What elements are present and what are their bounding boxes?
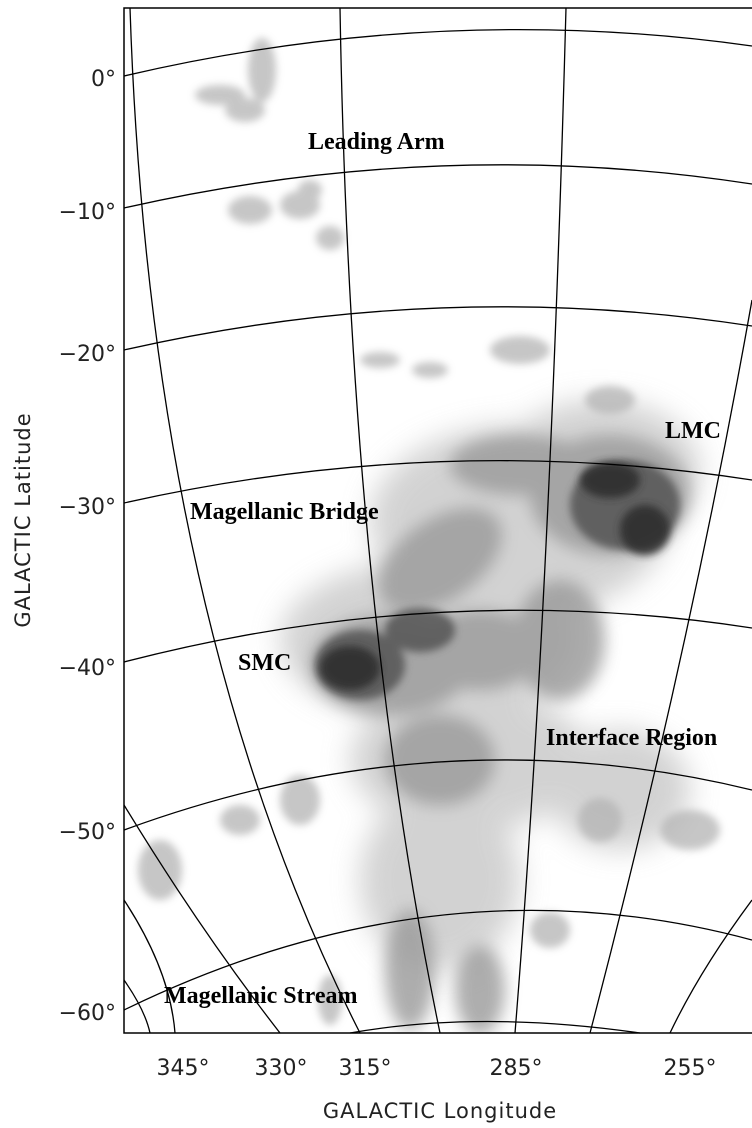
hi-emission <box>138 38 720 1033</box>
label-interface-region: Interface Region <box>546 725 717 751</box>
label-magellanic-bridge: Magellanic Bridge <box>190 499 379 525</box>
y-tick: −50° <box>59 820 116 845</box>
y-tick: −40° <box>59 656 116 681</box>
y-axis-title: GALACTIC Latitude <box>11 412 35 627</box>
x-tick: 315° <box>339 1056 392 1081</box>
y-tick: −10° <box>59 200 116 225</box>
label-magellanic-stream: Magellanic Stream <box>164 983 358 1009</box>
y-tick: −60° <box>59 1001 116 1026</box>
x-tick: 345° <box>157 1056 210 1081</box>
y-tick: −30° <box>59 495 116 520</box>
label-lmc: LMC <box>665 418 721 444</box>
x-tick-labels: 345° 330° 315° 285° 255° <box>157 1056 717 1081</box>
label-leading-arm: Leading Arm <box>308 129 445 155</box>
coordinate-grid <box>123 7 752 1034</box>
region-labels: Leading Arm LMC Magellanic Bridge SMC In… <box>164 129 721 1009</box>
y-tick: 0° <box>91 67 116 92</box>
plot-frame <box>123 7 752 1034</box>
x-axis-title: GALACTIC Longitude <box>323 1099 557 1123</box>
y-tick: −20° <box>59 342 116 367</box>
y-tick-labels: 0° −10° −20° −30° −40° −50° −60° <box>59 67 116 1026</box>
x-tick: 285° <box>490 1056 543 1081</box>
label-smc: SMC <box>238 650 291 676</box>
x-tick: 330° <box>255 1056 308 1081</box>
x-tick: 255° <box>664 1056 717 1081</box>
